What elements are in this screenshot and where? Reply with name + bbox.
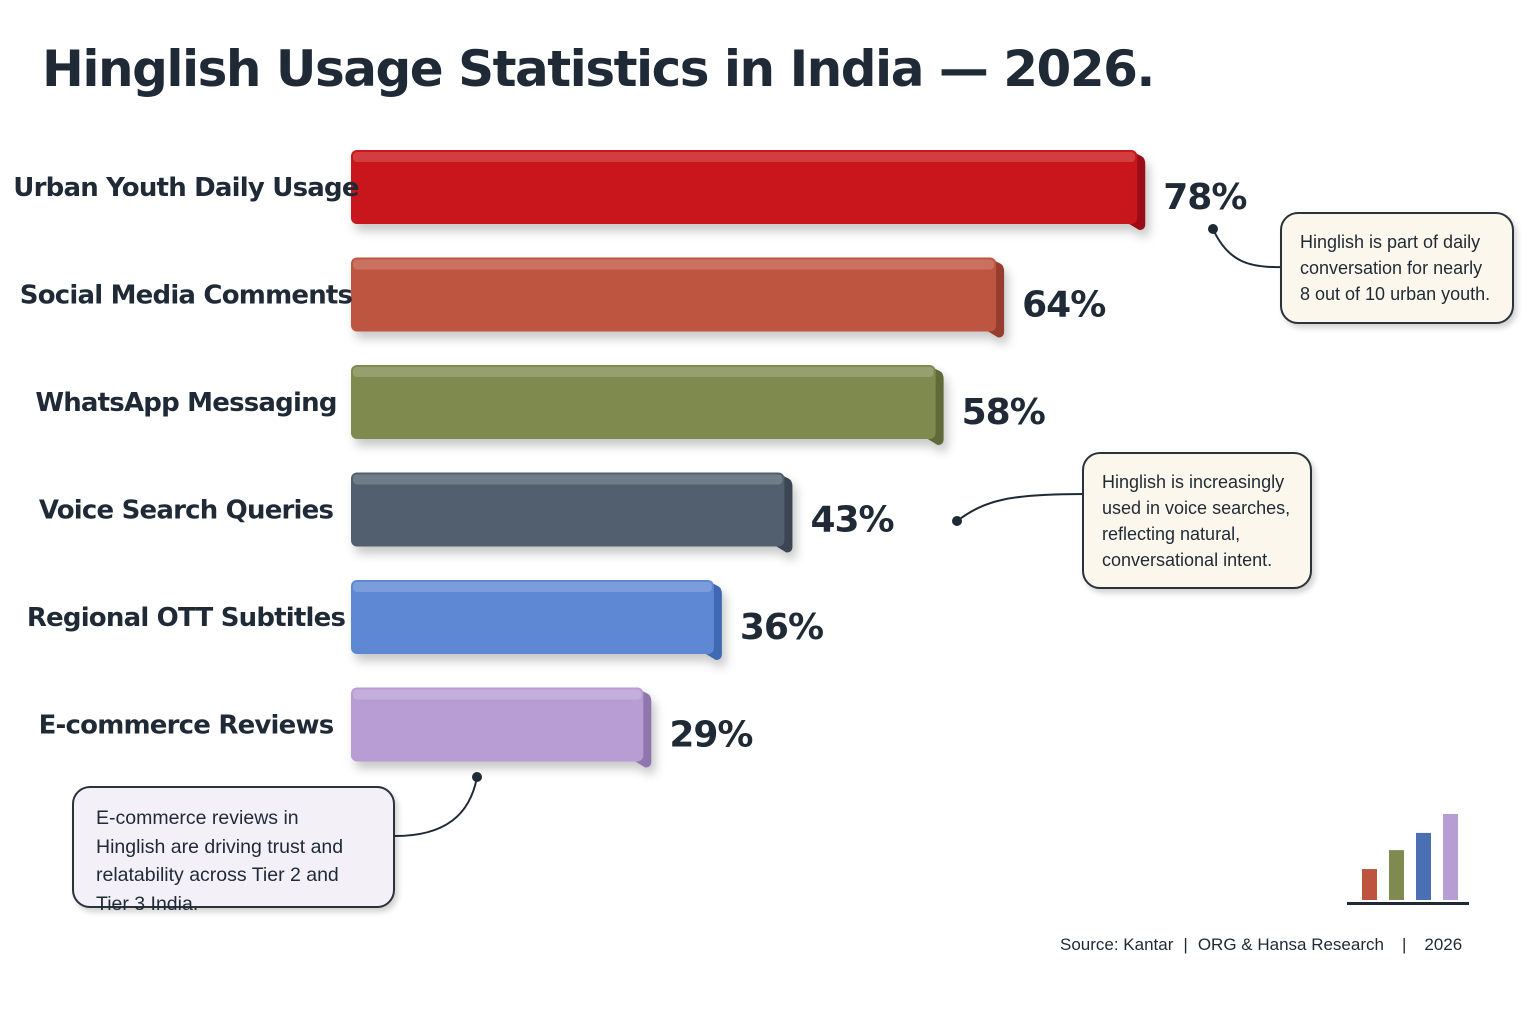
value-label-6: 29% [669, 715, 752, 756]
source-separator-2: | [1401, 935, 1407, 954]
bar-3 [351, 365, 944, 445]
bar-face-2 [351, 257, 997, 332]
bar-6 [351, 687, 652, 768]
chart-title: Hinglish Usage Statistics in India — 202… [42, 40, 1155, 98]
bar-highlight-5 [353, 582, 712, 592]
value-label-4: 43% [810, 500, 893, 541]
category-label-5: Regional OTT Subtitles [27, 603, 346, 633]
source-year: 2026 [1424, 935, 1463, 954]
bar-highlight-2 [353, 259, 995, 270]
category-label-6: E-commerce Reviews [39, 711, 334, 741]
logo-bar-2 [1389, 850, 1404, 900]
category-label-4: Voice Search Queries [39, 496, 334, 526]
bar-face-3 [351, 365, 936, 439]
bar-2 [351, 257, 1005, 338]
bar-face-4 [351, 472, 785, 547]
bar-highlight-3 [353, 367, 934, 377]
logo-baseline [1347, 902, 1469, 905]
callout-voice-search: Hinglish is increasingly used in voice s… [1082, 452, 1312, 589]
callout-urban-youth: Hinglish is part of daily conversation f… [1280, 212, 1514, 324]
logo-bar-1 [1362, 869, 1377, 900]
category-label-1: Urban Youth Daily Usage [13, 173, 359, 203]
logo-bar-3 [1416, 832, 1431, 900]
labels-layer: Urban Youth Daily Usage 78% Social Media C… [13, 173, 1247, 756]
leader-line-3 [394, 776, 478, 837]
bar-1 [351, 150, 1146, 230]
category-label-3: WhatsApp Messaging [35, 388, 336, 418]
bars-layer [351, 150, 1146, 768]
value-label-1: 78% [1163, 177, 1246, 218]
source-prefix: Source: Kantar [1060, 935, 1174, 954]
category-label-2: Social Media Comments [20, 281, 353, 311]
callout-leaders [394, 224, 1283, 837]
bar-face-1 [351, 150, 1138, 224]
bar-highlight-1 [353, 152, 1136, 162]
source-org: ORG & Hansa Research [1197, 935, 1384, 954]
source-line: Source: Kantar | ORG & Hansa Research | 2026 [1060, 935, 1462, 955]
bar-4 [351, 472, 793, 553]
bar-face-5 [351, 580, 714, 654]
source-separator: | [1183, 935, 1188, 954]
value-label-5: 36% [740, 607, 823, 648]
value-label-3: 58% [962, 392, 1045, 433]
leader-line-1 [1212, 228, 1283, 269]
bar-5 [351, 580, 722, 660]
logo-bar-4 [1443, 814, 1458, 900]
bar-highlight-6 [353, 689, 642, 700]
leader-line-2 [956, 493, 1085, 522]
bar-chart-icon [1347, 814, 1469, 905]
bar-highlight-4 [353, 474, 783, 485]
callout-ecommerce: E-commerce reviews in Hinglish are drivi… [72, 786, 395, 915]
value-label-2: 64% [1022, 285, 1105, 326]
bar-face-6 [351, 687, 644, 762]
